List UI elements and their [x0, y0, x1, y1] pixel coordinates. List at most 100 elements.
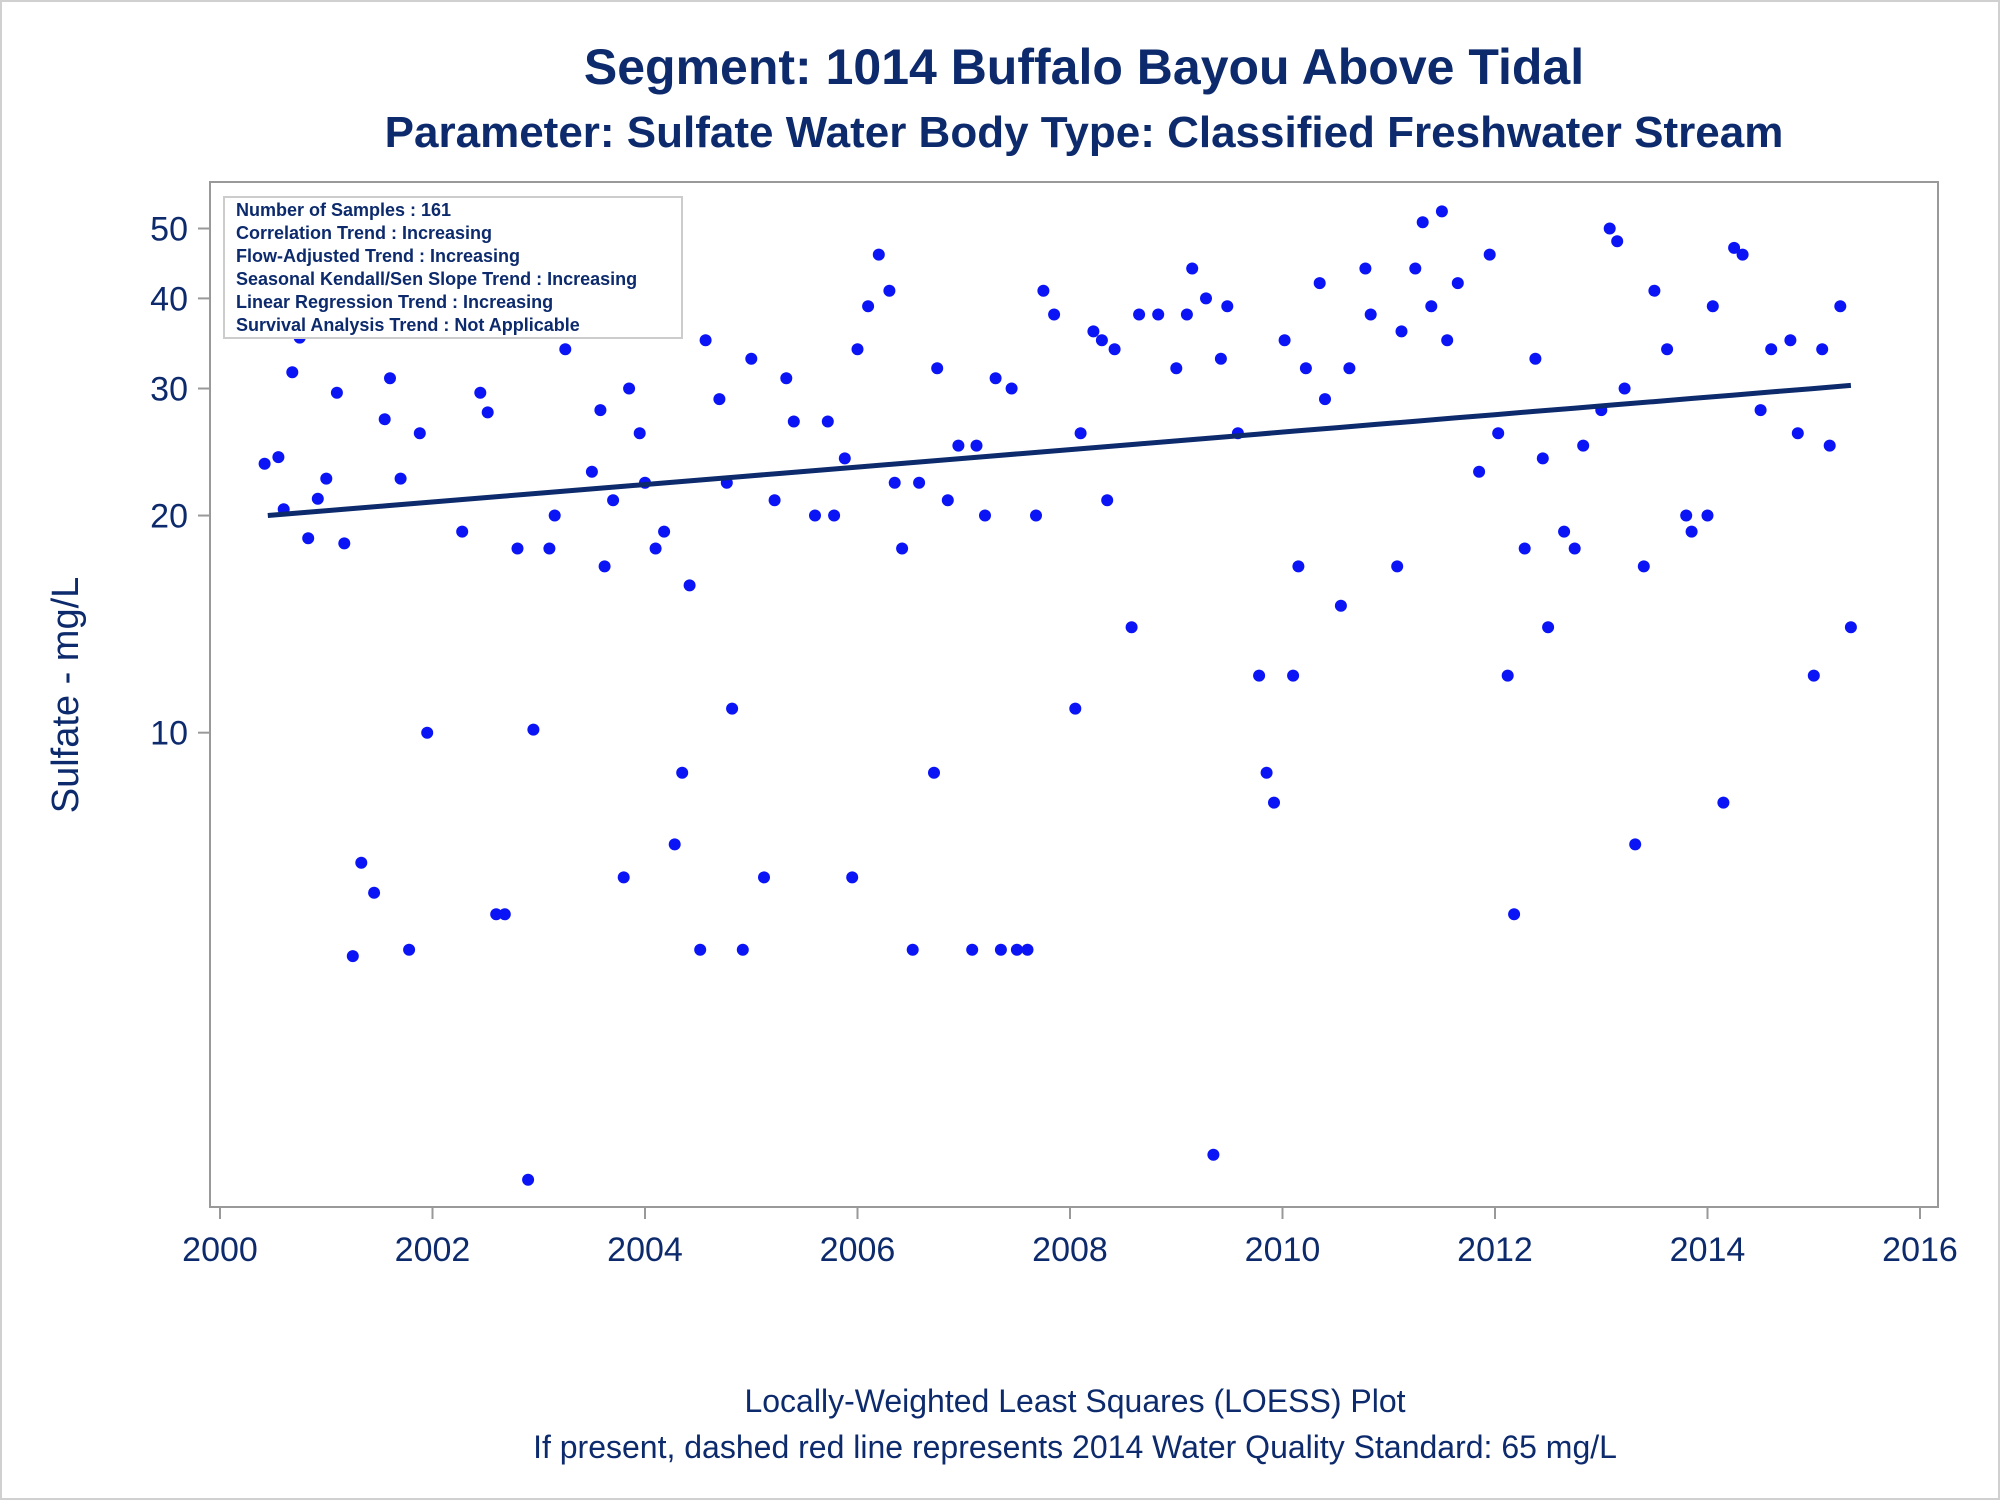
data-point — [1108, 343, 1121, 356]
inset-line-linear-regression: Linear Regression Trend : Increasing — [236, 292, 553, 312]
data-point — [474, 386, 487, 399]
data-point — [1680, 509, 1693, 522]
data-point — [1637, 560, 1650, 573]
data-point — [394, 472, 407, 485]
data-point — [378, 413, 391, 426]
data-point — [1278, 334, 1291, 347]
data-point — [1568, 542, 1581, 555]
x-tick-label: 2010 — [1245, 1231, 1321, 1269]
data-point — [872, 248, 885, 261]
inset-line-flow-adjusted: Flow-Adjusted Trend : Increasing — [236, 246, 520, 266]
data-point — [928, 766, 940, 779]
data-point — [941, 494, 954, 507]
data-point — [320, 472, 333, 485]
x-tick-label: 2006 — [820, 1231, 896, 1269]
data-point — [906, 943, 919, 956]
data-point — [668, 838, 681, 851]
data-point — [1133, 308, 1146, 321]
data-point — [1685, 525, 1698, 538]
data-point — [368, 886, 381, 899]
data-point — [931, 362, 944, 375]
data-point — [683, 579, 696, 592]
data-point — [649, 542, 662, 555]
data-point — [828, 509, 841, 522]
data-point — [787, 415, 800, 428]
data-point — [1152, 308, 1165, 321]
data-point — [1501, 669, 1514, 682]
chart-subtitle: Parameter: Sulfate Water Body Type: Clas… — [385, 108, 1784, 157]
data-point — [1268, 796, 1280, 809]
footer-line-loess: Locally-Weighted Least Squares (LOESS) P… — [744, 1383, 1405, 1419]
data-point — [1069, 702, 1082, 715]
data-point — [1260, 766, 1273, 779]
data-point — [676, 766, 689, 779]
data-point — [1648, 284, 1661, 297]
data-point — [330, 386, 343, 399]
data-point — [1577, 439, 1590, 452]
data-point — [1416, 216, 1429, 229]
data-points — [258, 205, 1857, 1186]
data-point — [498, 908, 511, 921]
data-point — [346, 950, 359, 963]
inset-line-survival-analysis: Survival Analysis Trend : Not Applicable — [236, 315, 580, 335]
data-point — [883, 284, 896, 297]
data-point — [851, 343, 864, 356]
data-point — [994, 943, 1007, 956]
data-point — [1542, 621, 1555, 634]
data-point — [633, 427, 646, 440]
data-point — [970, 439, 983, 452]
data-point — [658, 525, 671, 538]
data-point — [1037, 284, 1050, 297]
data-point — [1754, 404, 1767, 417]
y-tick-label: 20 — [150, 498, 188, 536]
data-point — [1483, 248, 1496, 261]
data-point — [598, 560, 611, 573]
data-point — [1287, 669, 1300, 682]
data-point — [1253, 669, 1266, 682]
data-point — [1765, 343, 1778, 356]
x-tick-label: 2012 — [1457, 1231, 1533, 1269]
data-point — [607, 494, 620, 507]
data-point — [1529, 352, 1542, 365]
data-point — [1473, 465, 1486, 478]
x-tick-label: 2004 — [607, 1231, 683, 1269]
data-point — [888, 476, 901, 489]
y-axis-label: Sulfate - mg/L — [45, 577, 87, 814]
data-point — [1435, 205, 1448, 218]
data-point — [1214, 352, 1227, 365]
data-point — [1451, 277, 1464, 290]
y-tick-label: 10 — [150, 715, 188, 753]
data-point — [1603, 222, 1616, 235]
data-point — [821, 415, 834, 428]
data-point — [1844, 621, 1857, 634]
x-tick-label: 2000 — [182, 1231, 258, 1269]
data-point — [768, 494, 781, 507]
data-point — [713, 393, 726, 406]
data-point — [846, 871, 859, 884]
data-point — [1170, 362, 1183, 375]
data-point — [1536, 452, 1549, 465]
x-tick-label: 2016 — [1882, 1231, 1958, 1269]
data-point — [989, 372, 1002, 385]
data-point — [1021, 943, 1034, 956]
data-point — [1087, 325, 1100, 338]
y-tick-label: 40 — [150, 280, 188, 318]
data-point — [413, 427, 426, 440]
data-point — [1791, 427, 1804, 440]
chart-title: Segment: 1014 Buffalo Bayou Above Tidal — [584, 39, 1584, 95]
data-point — [1299, 362, 1312, 375]
data-point — [617, 871, 630, 884]
y-tick-label: 50 — [150, 210, 188, 248]
inset-line-correlation: Correlation Trend : Increasing — [236, 223, 492, 243]
data-point — [1125, 621, 1138, 634]
data-point — [1359, 262, 1372, 275]
data-point — [490, 908, 503, 921]
data-point — [481, 406, 494, 419]
data-point — [1629, 838, 1642, 851]
data-point — [1834, 300, 1847, 313]
data-point — [1807, 669, 1820, 682]
data-point — [1661, 343, 1674, 356]
data-point — [1706, 300, 1719, 313]
data-point — [1784, 334, 1797, 347]
data-point — [1313, 277, 1326, 290]
